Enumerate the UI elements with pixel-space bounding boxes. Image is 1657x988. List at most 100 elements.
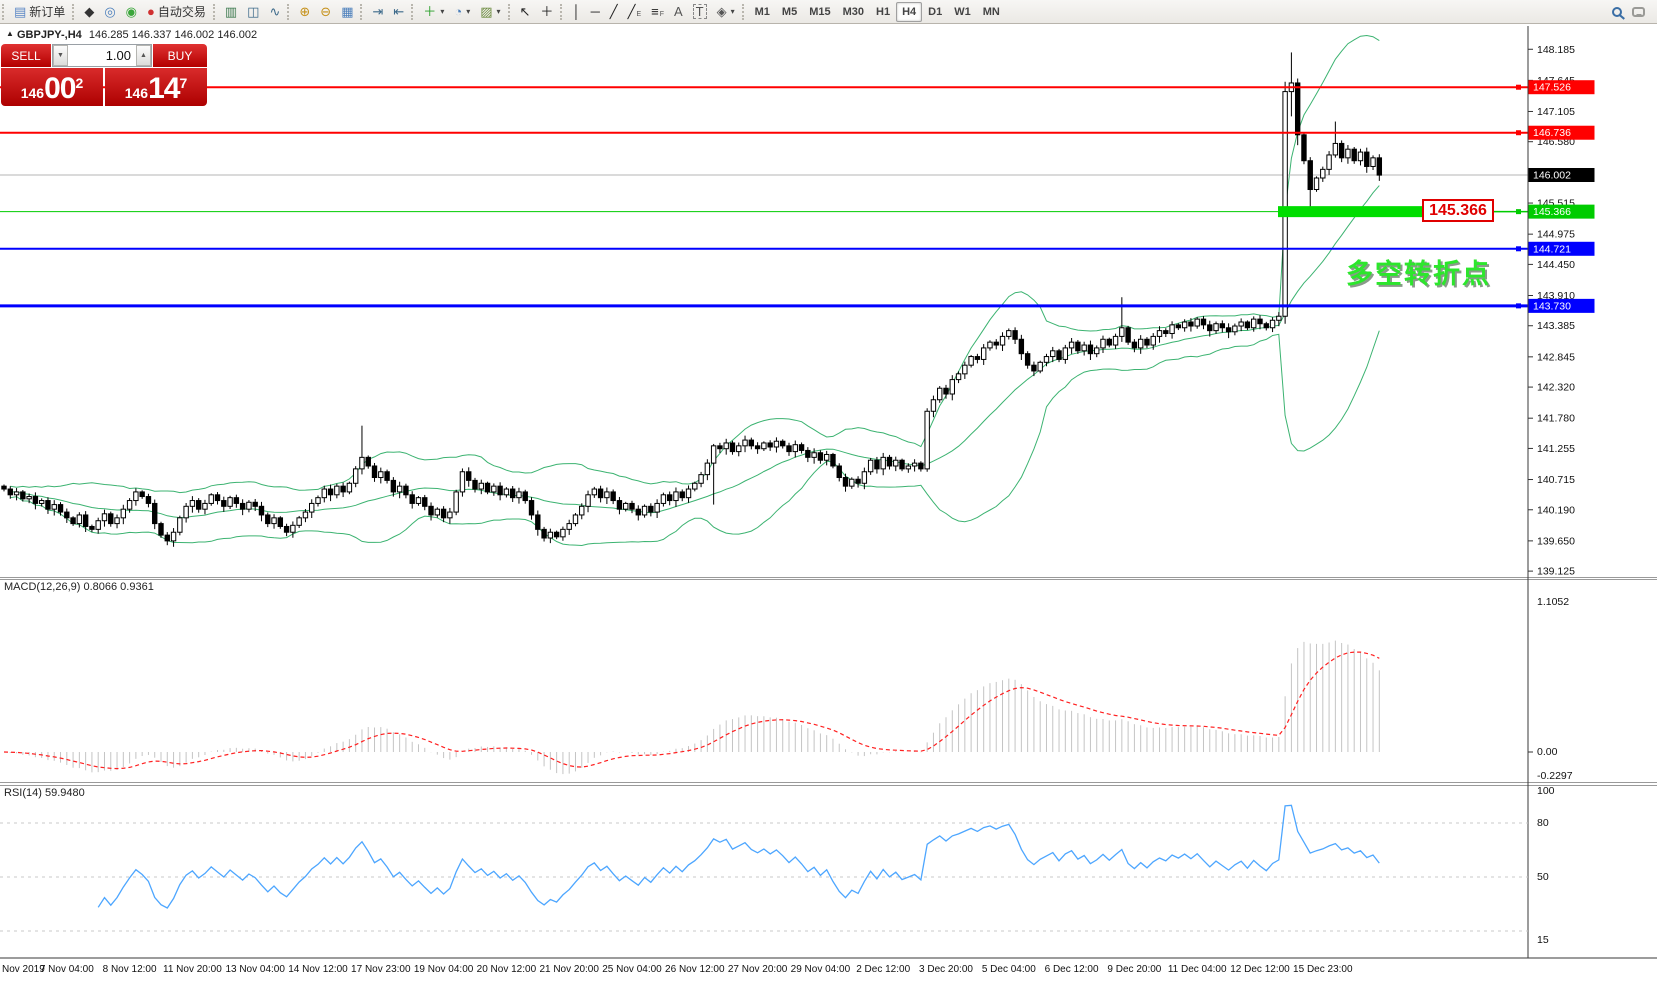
auto-scroll-button[interactable]: ⇤: [388, 2, 409, 22]
timeframe-h1-button[interactable]: H1: [876, 5, 891, 18]
sell-button[interactable]: SELL: [1, 44, 51, 67]
new-order-icon: ▤: [14, 4, 27, 19]
chart-profile-button[interactable]: ▨ ▾: [475, 2, 505, 22]
bar-chart-icon: ▥: [224, 4, 238, 19]
svg-text:29 Nov 04:00: 29 Nov 04:00: [791, 964, 851, 975]
timeframe-h4-button[interactable]: H4: [896, 1, 923, 22]
svg-text:Nov 2019: Nov 2019: [2, 964, 45, 975]
zoom-out-button[interactable]: ⊖: [315, 2, 336, 22]
chat-icon[interactable]: [1632, 6, 1645, 17]
timeframe-m15-button[interactable]: M15: [809, 5, 831, 18]
annotation-text: 多空转折点: [1346, 259, 1491, 290]
timeframe-d1-button[interactable]: D1: [928, 5, 943, 18]
text-label-button[interactable]: T: [688, 2, 712, 22]
new-order-label: 新订单: [29, 5, 66, 19]
toolbar-group-handle[interactable]: [560, 3, 565, 20]
timeframe-m5-button[interactable]: M5: [781, 5, 798, 18]
sell-price-button[interactable]: 146 00 2: [1, 68, 103, 106]
auto-trading-label: 自动交易: [157, 5, 206, 19]
svg-text:0.00: 0.00: [1537, 746, 1558, 758]
macd-label: MACD(12,26,9) 0.8066 0.9361: [4, 581, 154, 593]
buy-price-sup: 7: [179, 75, 188, 91]
buy-price-big: 14: [148, 72, 180, 105]
fibonacci-button[interactable]: ≡ F: [651, 4, 664, 19]
toolbar-group-handle[interactable]: [287, 3, 292, 20]
cursor-button[interactable]: ↖: [515, 2, 536, 22]
sell-price-base: 146: [20, 85, 45, 101]
svg-text:146.736: 146.736: [1533, 127, 1571, 139]
sell-price-big: 00: [44, 72, 76, 105]
buy-button[interactable]: BUY: [153, 44, 207, 67]
horizontal-line-button[interactable]: ─: [586, 2, 605, 22]
volume-decrease-button[interactable]: ▼: [53, 45, 68, 66]
svg-text:9 Dec 20:00: 9 Dec 20:00: [1107, 964, 1161, 975]
chart-shift-button[interactable]: ⇥: [367, 2, 388, 22]
toolbar-group-handle[interactable]: [212, 3, 218, 20]
volume-input[interactable]: 1.00: [105, 48, 131, 63]
svg-text:8 Nov 12:00: 8 Nov 12:00: [103, 964, 157, 975]
ohlc-values: 146.285 146.337 146.002 146.002: [88, 29, 258, 41]
timeframe-m30-button[interactable]: M30: [842, 5, 864, 18]
equidistant-channel-button[interactable]: ╱ E: [627, 4, 642, 19]
text-button[interactable]: A: [669, 2, 688, 22]
toolbar-group-handle[interactable]: [360, 3, 365, 20]
svg-text:148.185: 148.185: [1537, 44, 1575, 56]
line-chart-button[interactable]: ∿: [264, 2, 285, 22]
svg-text:-0.2297: -0.2297: [1537, 770, 1573, 782]
market-button[interactable]: ◆: [79, 2, 99, 22]
tile-windows-button[interactable]: ▦: [336, 2, 358, 22]
search-icon[interactable]: [1612, 6, 1622, 17]
svg-text:20 Nov 12:00: 20 Nov 12:00: [477, 964, 537, 975]
zoom-in-button[interactable]: ⊕: [294, 2, 315, 22]
shapes-button[interactable]: ◈ ▾: [712, 2, 740, 22]
timeframe-w1-button[interactable]: W1: [954, 5, 971, 18]
svg-text:17 Nov 23:00: 17 Nov 23:00: [351, 964, 411, 975]
toolbar-group-handle[interactable]: [411, 3, 416, 20]
rsi-label: RSI(14) 59.9480: [4, 787, 85, 799]
svg-text:14 Nov 12:00: 14 Nov 12:00: [288, 964, 348, 975]
trendline-icon: ╱: [609, 4, 618, 19]
svg-text:140.190: 140.190: [1537, 504, 1575, 516]
timeframe-mn-button[interactable]: MN: [982, 5, 1000, 18]
rsi-panel: 100 80 50 15: [0, 785, 1555, 946]
price-axis[interactable]: 148.185147.645147.105146.580145.515144.9…: [1528, 44, 1575, 578]
highlight-zone: [1278, 206, 1422, 218]
svg-text:143.385: 143.385: [1537, 320, 1575, 332]
dropdown-caret-icon: ▾: [440, 7, 445, 16]
volume-increase-button[interactable]: ▲: [136, 45, 151, 66]
chart-symbol-label: ▲ GBPJPY-,H4 146.285 146.337 146.002 146…: [6, 29, 257, 41]
svg-text:13 Nov 04:00: 13 Nov 04:00: [225, 964, 285, 975]
toolbar-group-handle[interactable]: [2, 3, 7, 20]
toolbar-group-handle[interactable]: [72, 3, 77, 20]
candlestick-chart-button[interactable]: ◫: [242, 2, 264, 22]
crosshair-button[interactable]: ＋: [535, 2, 558, 22]
bar-chart-button[interactable]: ▥: [220, 2, 242, 22]
new-chart-button[interactable]: ＋ ▾: [418, 2, 449, 22]
signals-button[interactable]: ◉: [121, 2, 142, 22]
line-chart-icon: ∿: [269, 4, 281, 19]
svg-text:143.730: 143.730: [1533, 300, 1571, 312]
svg-text:141.780: 141.780: [1537, 413, 1575, 425]
toolbar-group-handle[interactable]: [507, 3, 513, 20]
svg-text:27 Nov 20:00: 27 Nov 20:00: [728, 964, 788, 975]
candlesticks: [1, 52, 1383, 547]
auto-trading-button[interactable]: ● 自动交易: [142, 2, 211, 22]
svg-text:142.320: 142.320: [1537, 382, 1575, 394]
community-button[interactable]: ◎: [99, 2, 120, 22]
tile-windows-icon: ▦: [341, 4, 354, 19]
buy-price-button[interactable]: 146 14 7: [105, 68, 207, 106]
trendline-button[interactable]: ╱: [605, 2, 623, 22]
svg-text:144.975: 144.975: [1537, 229, 1575, 241]
equidistant-channel-icon: ╱: [627, 4, 636, 19]
svg-text:21 Nov 20:00: 21 Nov 20:00: [539, 964, 599, 975]
dropdown-caret-icon: ▾: [466, 7, 471, 16]
community-icon: ◎: [104, 4, 116, 19]
new-order-button[interactable]: ▤ 新订单: [9, 2, 70, 22]
timeframe-m1-button[interactable]: M1: [754, 5, 770, 18]
price-axis-label: 146.736: [1528, 125, 1595, 140]
vertical-line-button[interactable]: │: [567, 2, 585, 22]
period-clock-button[interactable]: ◔ ▾: [449, 2, 475, 22]
auto-scroll-icon: ⇤: [393, 4, 405, 19]
